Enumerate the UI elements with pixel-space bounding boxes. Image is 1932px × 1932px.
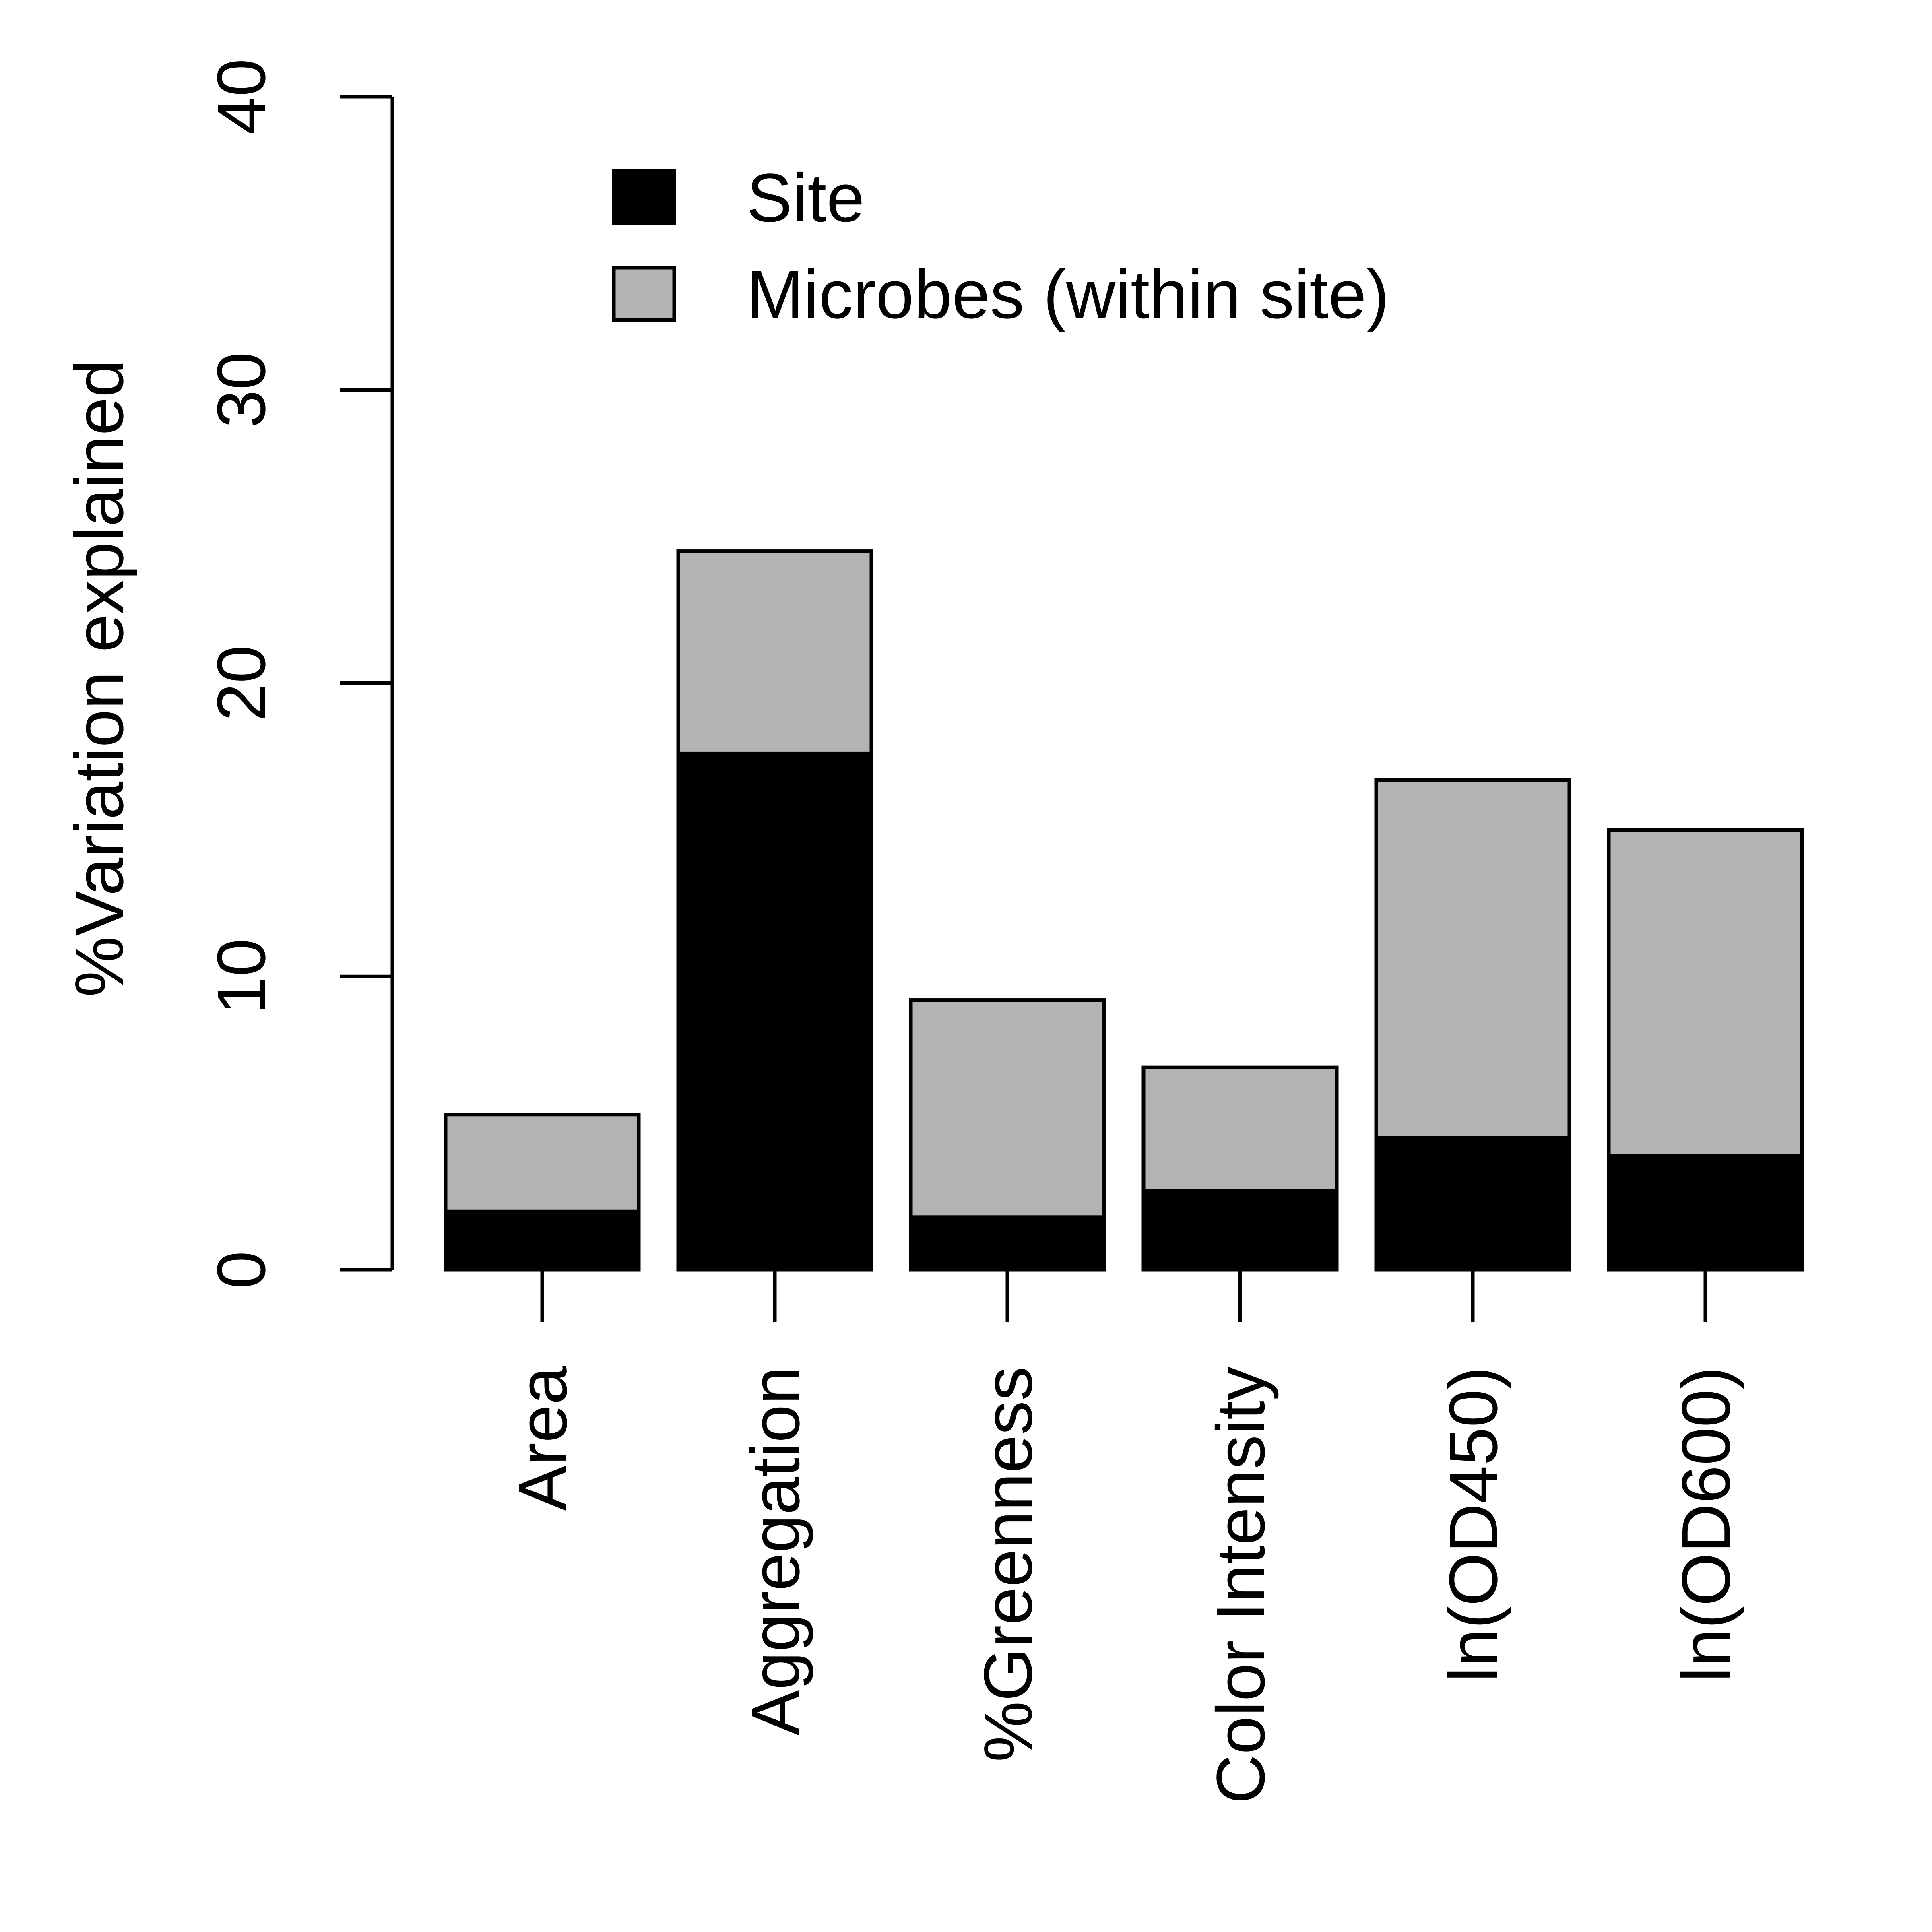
- legend-swatch-site: [612, 169, 676, 225]
- bar-microbes-5: [1607, 828, 1804, 1158]
- y-axis-label: %Variation explained: [61, 359, 138, 997]
- y-tick-label-0: 0: [203, 1251, 280, 1289]
- x-tick-label-5: ln(OD600): [1668, 1366, 1744, 1682]
- bar-microbes-2: [909, 998, 1106, 1219]
- bar-microbes-1: [676, 549, 873, 755]
- x-axis: Area Aggregation %Greenness Color Intensity…: [505, 1270, 1744, 1804]
- y-tick-label-20: 20: [203, 645, 280, 721]
- bar-site-1: [676, 751, 873, 1272]
- bar-site-5: [1607, 1154, 1804, 1272]
- bar-microbes-3: [1141, 1065, 1339, 1193]
- bar-site-2: [909, 1215, 1106, 1272]
- legend-label-microbes: Microbes (within site): [747, 256, 1389, 333]
- bar-microbes-4: [1374, 778, 1571, 1140]
- x-tick-label-1: Aggregation: [737, 1366, 814, 1736]
- bar-site-4: [1374, 1136, 1571, 1272]
- bars-group: [444, 549, 1804, 1272]
- legend: Site Microbes (within site): [612, 160, 1389, 333]
- y-tick-label-10: 10: [203, 939, 280, 1015]
- bar-site-3: [1141, 1189, 1339, 1272]
- y-axis: 0 10 20 30 40: [203, 58, 394, 1289]
- y-tick-label-30: 30: [203, 352, 280, 428]
- legend-swatch-microbes: [612, 266, 676, 322]
- bar-site-0: [444, 1209, 641, 1272]
- bar-microbes-0: [444, 1113, 641, 1213]
- x-tick-label-2: %Greenness: [970, 1366, 1046, 1762]
- x-tick-label-3: Color Intensity: [1203, 1366, 1279, 1804]
- y-tick-label-40: 40: [203, 58, 280, 134]
- x-tick-label-0: Area: [505, 1366, 581, 1511]
- legend-label-site: Site: [747, 160, 865, 236]
- x-tick-label-4: ln(OD450): [1435, 1366, 1512, 1682]
